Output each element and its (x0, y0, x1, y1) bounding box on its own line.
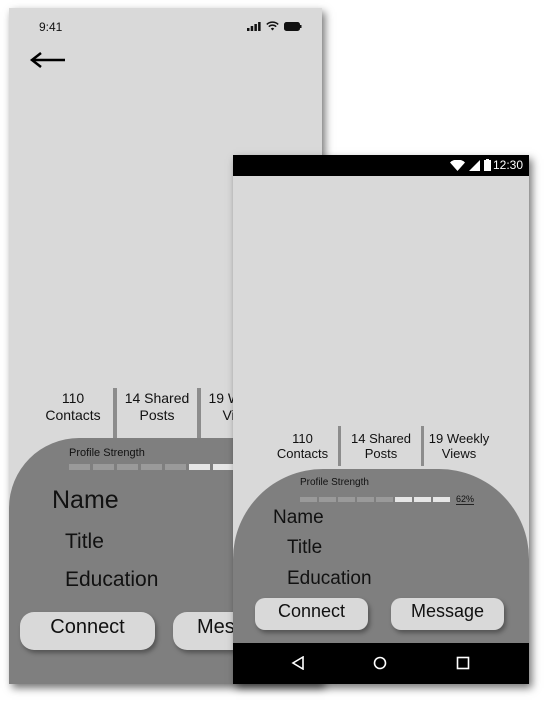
profile-strength-label: Profile Strength (300, 477, 369, 488)
battery-icon (484, 159, 491, 171)
stat-divider (421, 426, 424, 466)
stat-contacts[interactable]: 110 Contacts (276, 431, 329, 461)
profile-name: Name (52, 486, 119, 514)
profile-card: Profile Strength 62% Name Title Educatio… (233, 469, 529, 649)
profile-strength-bar: 62% (300, 494, 475, 505)
android-status-bar: 12:30 (233, 155, 529, 176)
stat-weekly-views[interactable]: 19 Weekly Views (428, 431, 490, 461)
status-time: 12:30 (492, 158, 523, 172)
stat-shared-posts[interactable]: 14 Shared Posts (351, 431, 411, 461)
profile-title: Title (287, 537, 323, 558)
wifi-icon (450, 159, 465, 171)
cellular-signal-icon (247, 21, 261, 31)
profile-strength-bar (69, 464, 258, 470)
ios-status-icons (247, 21, 302, 31)
profile-name: Name (273, 507, 324, 528)
status-time: 9:41 (39, 20, 63, 34)
nav-recents-icon[interactable] (456, 656, 470, 670)
cellular-signal-icon (469, 159, 480, 171)
stat-divider (113, 388, 117, 438)
connect-button[interactable]: Connect (255, 598, 368, 630)
wifi-icon (266, 21, 279, 31)
stat-contacts[interactable]: 110 Contacts (45, 390, 101, 423)
profile-title: Title (65, 530, 104, 553)
profile-education: Education (65, 568, 159, 591)
message-button[interactable]: Message (391, 598, 504, 630)
profile-education: Education (287, 568, 372, 589)
stat-divider (338, 426, 341, 466)
back-arrow-icon[interactable] (29, 50, 67, 70)
profile-stats: 110 Contacts 14 Shared Posts 19 Weekly V… (267, 426, 529, 468)
stat-shared-posts[interactable]: 14 Shared Posts (124, 390, 190, 423)
connect-button[interactable]: Connect (20, 612, 155, 650)
battery-icon (284, 21, 302, 31)
android-nav-bar (233, 643, 529, 684)
profile-strength-percent: 62% (456, 494, 475, 505)
android-phone-screen: 12:30 110 Contacts 14 Shared Posts 19 We… (233, 155, 529, 684)
nav-back-icon[interactable] (291, 656, 305, 670)
profile-strength-label: Profile Strength (69, 447, 145, 459)
nav-home-icon[interactable] (373, 656, 387, 670)
stat-divider (197, 388, 201, 438)
